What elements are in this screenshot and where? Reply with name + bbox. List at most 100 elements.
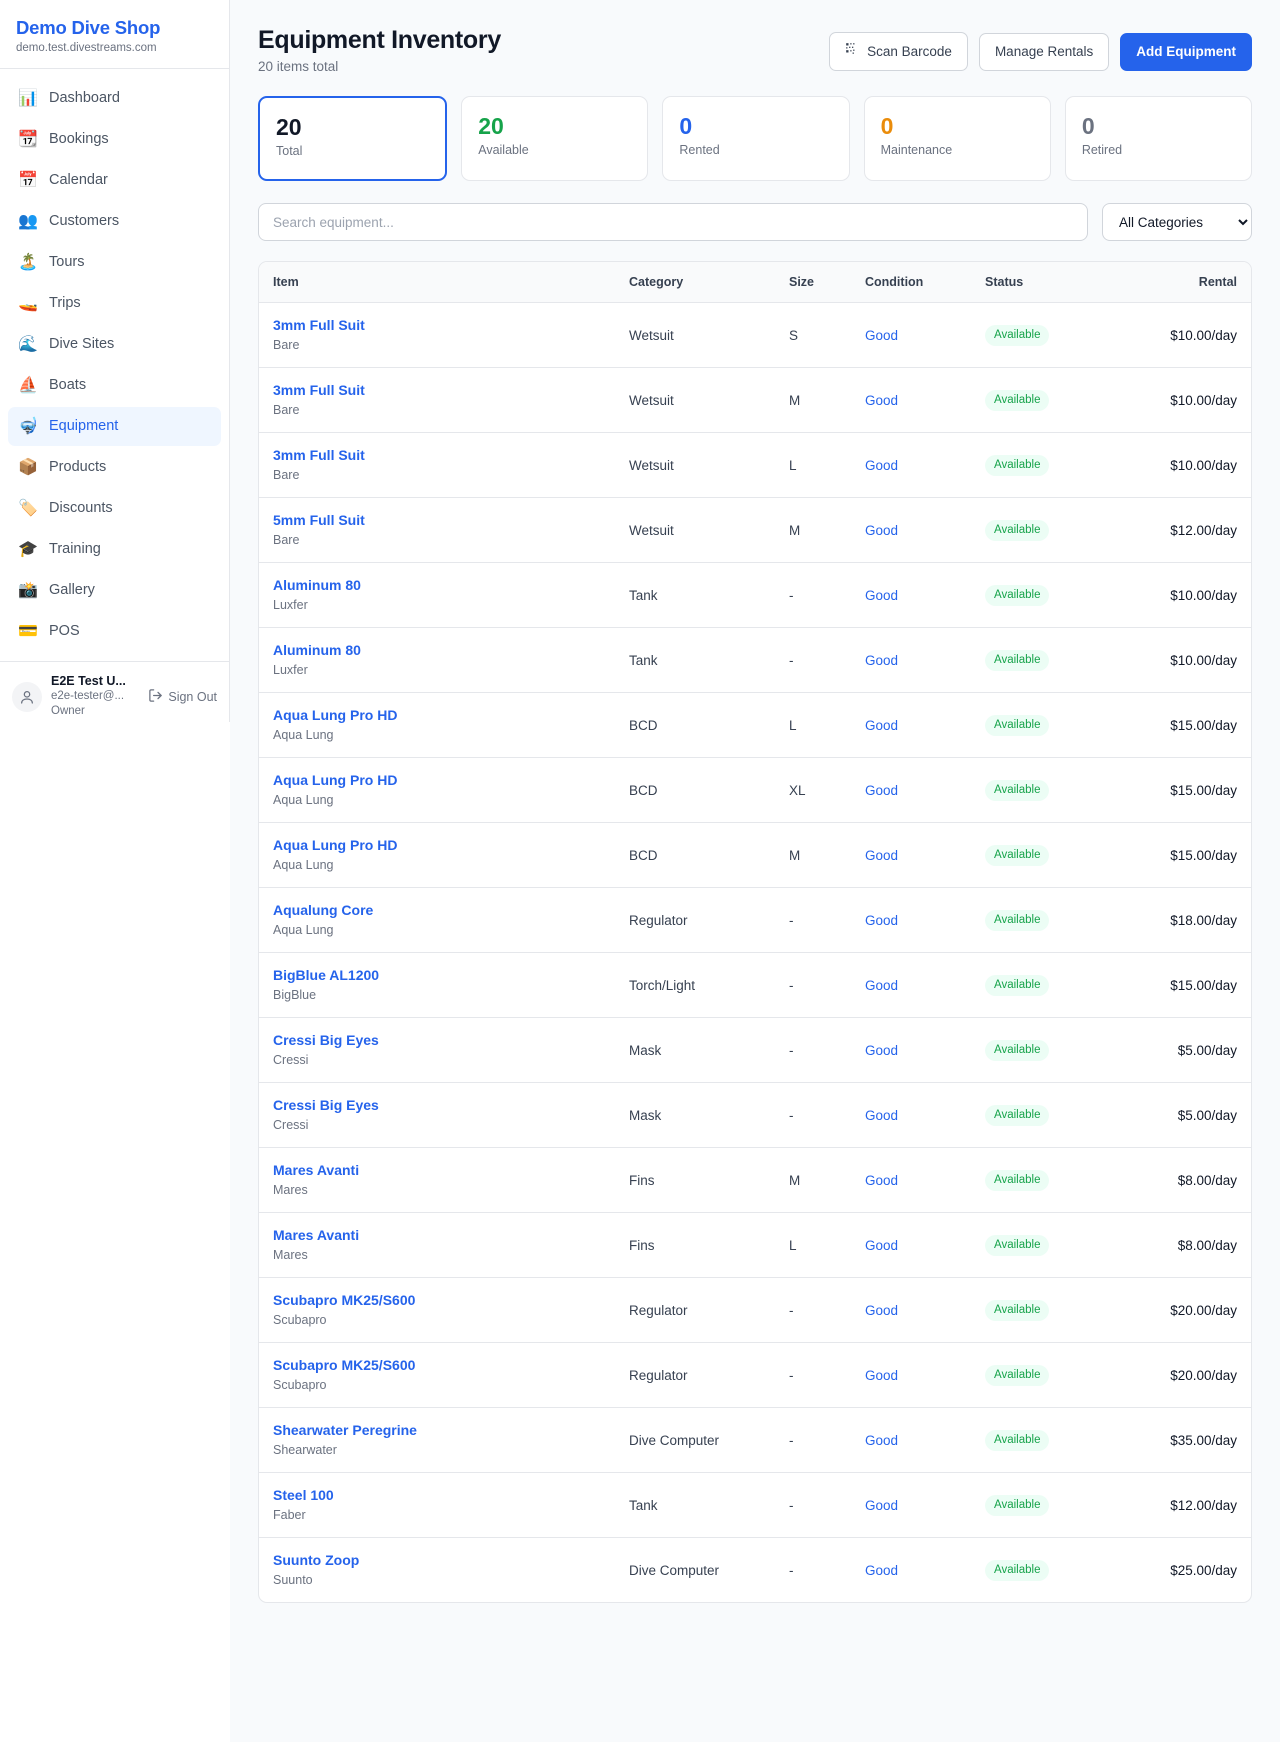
item-link[interactable]: Steel 100: [273, 1487, 334, 1503]
sign-out-button[interactable]: Sign Out: [148, 688, 217, 706]
sidebar-item-training[interactable]: 🎓 Training: [8, 530, 221, 569]
condition-link[interactable]: Good: [865, 912, 899, 928]
sidebar-item-boats[interactable]: ⛵ Boats: [8, 366, 221, 405]
item-link[interactable]: Aqualung Core: [273, 902, 374, 918]
table-row[interactable]: Suunto Zoop Suunto Dive Computer - Good Avail…: [259, 1538, 1251, 1603]
table-row[interactable]: Aluminum 80 Luxfer Tank - Good Available $10.0…: [259, 627, 1251, 693]
table-row[interactable]: Mares Avanti Mares Fins M Good Available $8.00…: [259, 1147, 1251, 1213]
sidebar-item-bookings[interactable]: 📆 Bookings: [8, 120, 221, 159]
item-link[interactable]: Shearwater Peregrine: [273, 1422, 417, 1438]
sidebar-item-gallery[interactable]: 📸 Gallery: [8, 571, 221, 610]
item-link[interactable]: Scubapro MK25/S600: [273, 1357, 416, 1373]
item-link[interactable]: Aluminum 80: [273, 577, 361, 593]
cell-status: Available: [971, 1082, 1121, 1148]
condition-link[interactable]: Good: [865, 717, 899, 733]
category-select[interactable]: All Categories: [1102, 203, 1252, 241]
table-row[interactable]: BigBlue AL1200 BigBlue Torch/Light - Good Ava…: [259, 952, 1251, 1018]
table-row[interactable]: 5mm Full Suit Bare Wetsuit M Good Available $1…: [259, 497, 1251, 563]
condition-link[interactable]: Good: [865, 1367, 899, 1383]
stat-card-total[interactable]: 20 Total: [258, 96, 448, 181]
condition-link[interactable]: Good: [865, 652, 899, 668]
brand-block[interactable]: Demo Dive Shop demo.test.divestreams.com: [0, 0, 229, 70]
table-row[interactable]: Aqua Lung Pro HD Aqua Lung BCD M Good Availab…: [259, 822, 1251, 888]
cell-condition: Good: [851, 562, 971, 628]
table-row[interactable]: 3mm Full Suit Bare Wetsuit L Good Available $1…: [259, 432, 1251, 498]
item-link[interactable]: 3mm Full Suit: [273, 382, 365, 398]
condition-link[interactable]: Good: [865, 847, 899, 863]
condition-link[interactable]: Good: [865, 977, 899, 993]
stat-card-available[interactable]: 20 Available: [461, 96, 649, 181]
condition-link[interactable]: Good: [865, 1172, 899, 1188]
sidebar-item-dive-sites[interactable]: 🌊 Dive Sites: [8, 325, 221, 364]
condition-link[interactable]: Good: [865, 1107, 899, 1123]
manage-rentals-button[interactable]: Manage Rentals: [978, 32, 1110, 71]
item-link[interactable]: Aqua Lung Pro HD: [273, 837, 398, 853]
cell-status: Available: [971, 757, 1121, 823]
condition-link[interactable]: Good: [865, 587, 899, 603]
table-row[interactable]: Scubapro MK25/S600 Scubapro Regulator - Good…: [259, 1277, 1251, 1343]
table-row[interactable]: Mares Avanti Mares Fins L Good Available $8.00…: [259, 1212, 1251, 1278]
item-link[interactable]: Suunto Zoop: [273, 1552, 360, 1568]
item-link[interactable]: Cressi Big Eyes: [273, 1032, 379, 1048]
sidebar-item-calendar[interactable]: 📅 Calendar: [8, 161, 221, 200]
item-link[interactable]: Aqua Lung Pro HD: [273, 772, 398, 788]
sidebar-item-products[interactable]: 📦 Products: [8, 448, 221, 487]
table-row[interactable]: Aqua Lung Pro HD Aqua Lung BCD L Good Availab…: [259, 692, 1251, 758]
sidebar-item-discounts[interactable]: 🏷️ Discounts: [8, 489, 221, 528]
sidebar-item-dashboard[interactable]: 📊 Dashboard: [8, 79, 221, 118]
sidebar-item-equipment[interactable]: 🤿 Equipment: [8, 407, 221, 447]
condition-link[interactable]: Good: [865, 1042, 899, 1058]
item-link[interactable]: BigBlue AL1200: [273, 967, 380, 983]
item-link[interactable]: Scubapro MK25/S600: [273, 1292, 416, 1308]
tag-icon: 🏷️: [18, 499, 38, 517]
table-row[interactable]: 3mm Full Suit Bare Wetsuit S Good Available $1…: [259, 302, 1251, 368]
table-row[interactable]: Aqualung Core Aqua Lung Regulator - Good Avai…: [259, 887, 1251, 953]
cell-rental: $5.00/day: [1121, 1017, 1251, 1083]
condition-link[interactable]: Good: [865, 522, 899, 538]
table-row[interactable]: Aluminum 80 Luxfer Tank - Good Available $10.0…: [259, 562, 1251, 628]
table-row[interactable]: Cressi Big Eyes Cressi Mask - Good Available $…: [259, 1082, 1251, 1148]
cell-rental: $8.00/day: [1121, 1212, 1251, 1278]
cell-category: Tank: [615, 562, 775, 628]
add-equipment-button[interactable]: Add Equipment: [1120, 32, 1252, 71]
condition-link[interactable]: Good: [865, 1432, 899, 1448]
sidebar-item-trips[interactable]: 🚤 Trips: [8, 284, 221, 323]
item-link[interactable]: 3mm Full Suit: [273, 317, 365, 333]
item-link[interactable]: Mares Avanti: [273, 1162, 360, 1178]
table-row[interactable]: 3mm Full Suit Bare Wetsuit M Good Available $1…: [259, 367, 1251, 433]
item-link[interactable]: Aqua Lung Pro HD: [273, 707, 398, 723]
condition-link[interactable]: Good: [865, 457, 899, 473]
stat-card-maintenance[interactable]: 0 Maintenance: [863, 96, 1051, 181]
table-row[interactable]: Cressi Big Eyes Cressi Mask - Good Available $…: [259, 1017, 1251, 1083]
item-link[interactable]: Cressi Big Eyes: [273, 1097, 379, 1113]
item-link[interactable]: 5mm Full Suit: [273, 512, 365, 528]
stat-card-retired[interactable]: 0 Retired: [1064, 96, 1253, 181]
cell-rental: $25.00/day: [1170, 1562, 1237, 1578]
cell-condition: Good: [851, 1407, 971, 1473]
condition-link[interactable]: Good: [865, 1562, 899, 1578]
condition-link[interactable]: Good: [865, 1302, 899, 1318]
sidebar-item-tours[interactable]: 🏝️ Tours: [8, 243, 221, 282]
sidebar-item-pos[interactable]: 💳 POS: [8, 612, 221, 651]
cell-status: Available: [971, 1407, 1121, 1473]
table-row[interactable]: Shearwater Peregrine Shearwater Dive Compu…: [259, 1407, 1251, 1473]
item-link[interactable]: 3mm Full Suit: [273, 447, 365, 463]
cell-category: Wetsuit: [615, 497, 775, 563]
cell-status: Available: [971, 432, 1121, 498]
table-row[interactable]: Steel 100 Faber Tank - Good Available $12.00/d…: [259, 1472, 1251, 1538]
condition-link[interactable]: Good: [865, 392, 899, 408]
condition-link[interactable]: Good: [865, 1497, 899, 1513]
item-brand: Bare: [273, 533, 300, 547]
table-row[interactable]: Scubapro MK25/S600 Scubapro Regulator - Good…: [259, 1342, 1251, 1408]
condition-link[interactable]: Good: [865, 1237, 899, 1253]
scan-barcode-button[interactable]: Scan Barcode: [829, 32, 968, 71]
item-link[interactable]: Mares Avanti: [273, 1227, 360, 1243]
condition-link[interactable]: Good: [865, 327, 899, 343]
item-link[interactable]: Aluminum 80: [273, 642, 361, 658]
table-row[interactable]: Aqua Lung Pro HD Aqua Lung BCD XL Good Availa…: [259, 757, 1251, 823]
sidebar-item-customers[interactable]: 👥 Customers: [8, 202, 221, 241]
condition-link[interactable]: Good: [865, 782, 899, 798]
user-name: E2E Test U...: [51, 674, 126, 689]
search-input[interactable]: [258, 203, 1088, 241]
stat-card-rented[interactable]: 0 Rented: [662, 96, 850, 181]
